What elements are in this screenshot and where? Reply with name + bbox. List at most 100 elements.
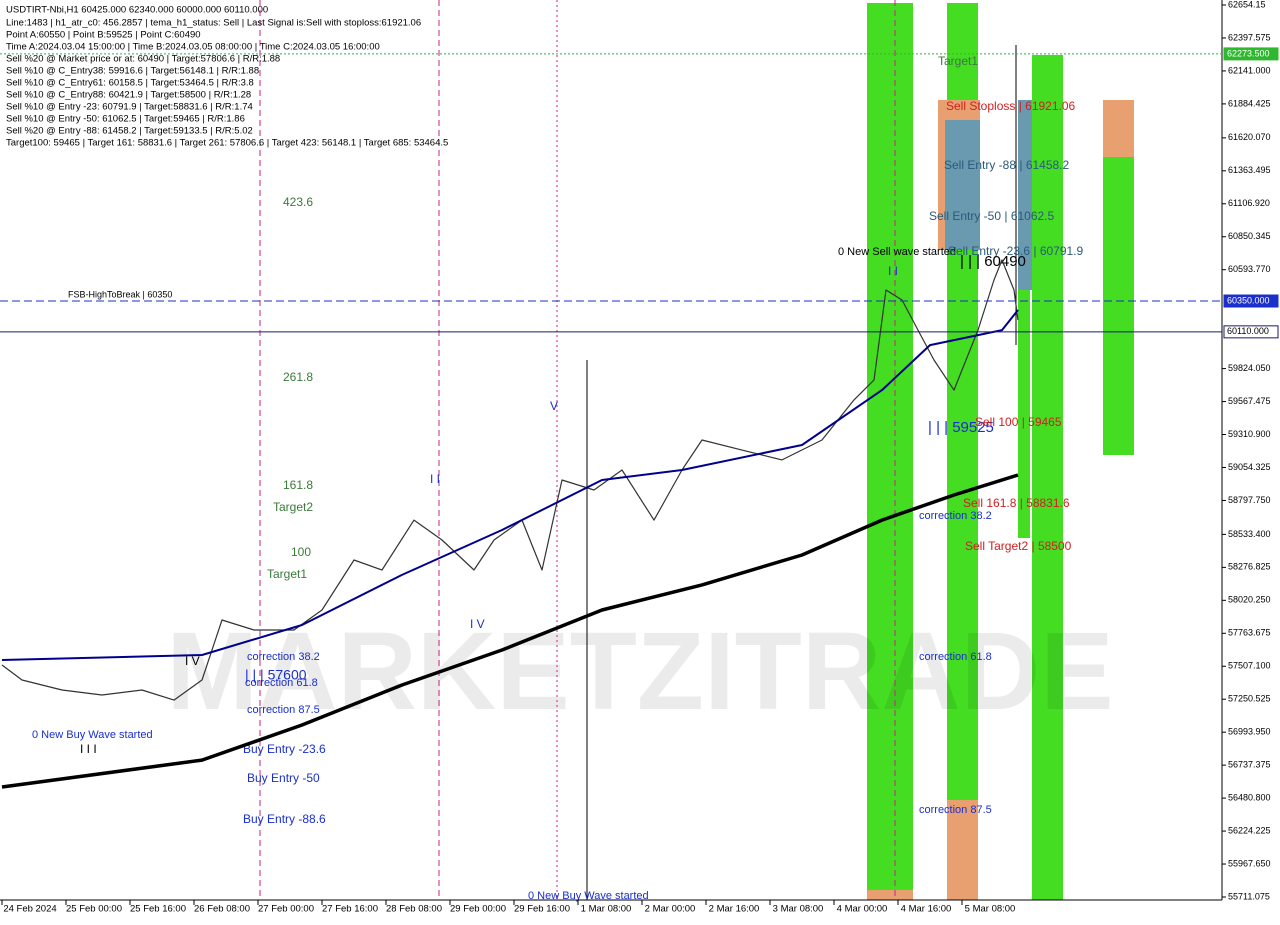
header-line: Sell %10 @ C_Entry88: 60421.9 | Target:5…	[6, 90, 251, 101]
annotation: Sell Entry -88 | 61458.2	[944, 158, 1070, 172]
zone	[945, 120, 980, 250]
watermark: MARKETZITRADE	[166, 610, 1113, 733]
y-tick-label: 57507.100	[1228, 661, 1271, 671]
y-tick-label: 57250.525	[1228, 694, 1271, 704]
y-tick-label: 58276.825	[1228, 562, 1271, 572]
y-tick-label: 61884.425	[1228, 98, 1271, 108]
zone	[947, 800, 978, 900]
annotation: Sell 100 | 59465	[975, 415, 1062, 429]
annotation: 0 New Buy Wave started	[32, 729, 153, 741]
annotation: 261.8	[283, 370, 313, 384]
x-tick-label: 2 Mar 00:00	[645, 904, 696, 915]
x-tick-label: 27 Feb 00:00	[258, 904, 314, 915]
y-tick-label: 62654.15	[1228, 0, 1266, 9]
header-line: Sell %10 @ Entry -23: 60791.9 | Target:5…	[6, 102, 253, 113]
header-line: Sell %20 @ Entry -88: 61458.2 | Target:5…	[6, 126, 253, 137]
y-tick-label: 57763.675	[1228, 628, 1271, 638]
annotation: V	[550, 399, 558, 413]
y-tick-label: 58533.400	[1228, 529, 1271, 539]
y-tick-label: 60593.770	[1228, 264, 1271, 274]
annotation: 100	[291, 545, 311, 559]
annotation: I V	[185, 654, 200, 668]
annotation: FSB-HighToBreak | 60350	[68, 289, 172, 299]
zone	[1032, 55, 1063, 900]
y-tick-label: 62141.000	[1228, 65, 1271, 75]
annotation: correction 87.5	[919, 804, 992, 816]
annotation: | | | 60490	[960, 253, 1026, 270]
price-line	[1, 259, 1019, 701]
y-tick-label: 56737.375	[1228, 760, 1271, 770]
annotation: Target1	[267, 567, 307, 581]
level-box	[1223, 325, 1279, 339]
vlines	[259, 0, 1017, 900]
zone	[867, 890, 913, 900]
level-box	[1223, 294, 1279, 308]
zone	[1103, 157, 1134, 455]
x-tick-label: 1 Mar 08:00	[581, 904, 632, 915]
y-tick-label: 56224.225	[1228, 825, 1271, 835]
annotation: correction 38.2	[919, 510, 992, 522]
zone	[1103, 100, 1134, 157]
x-tick-label: 4 Mar 16:00	[901, 904, 952, 915]
price-line	[1, 473, 1019, 789]
price-line	[1, 309, 1019, 661]
annotation: correction 61.8	[919, 651, 992, 663]
annotation: 0 New Sell wave started	[838, 246, 956, 258]
y-tick-label: 55711.075	[1228, 891, 1270, 901]
y-tick-label: 58797.750	[1228, 495, 1271, 505]
header-line: Target100: 59465 | Target 161: 58831.6 |…	[6, 138, 448, 149]
annotation: 423.6	[283, 195, 313, 209]
x-tick-label: 24 Feb 2024	[3, 904, 56, 915]
header-line: Time A:2024.03.04 15:00:00 | Time B:2024…	[6, 42, 380, 53]
x-tick-label: 5 Mar 08:00	[965, 904, 1016, 915]
x-tick-label: 26 Feb 08:00	[194, 904, 250, 915]
y-tick-label: 55967.650	[1228, 858, 1271, 868]
annotation: | | | 59525	[928, 419, 994, 436]
annotation: Buy Entry -50	[247, 771, 320, 785]
y-tick-label: 59310.900	[1228, 429, 1271, 439]
zone	[867, 3, 913, 900]
x-tick-label: 3 Mar 08:00	[773, 904, 824, 915]
y-tick-label: 61106.920	[1228, 198, 1270, 208]
annotation: Sell 161.8 | 58831.6	[963, 496, 1070, 510]
header-line: Sell %10 @ Entry -50: 61062.5 | Target:5…	[6, 114, 245, 125]
header-line: Line:1483 | h1_atr_c0: 456.2857 | tema_h…	[6, 18, 421, 29]
y-tick-label: 61620.070	[1228, 132, 1271, 142]
zone	[1018, 290, 1030, 538]
annotation: Target1	[938, 54, 978, 68]
annotation: Buy Entry -88.6	[243, 812, 326, 826]
annotation: Sell Target2 | 58500	[965, 539, 1072, 553]
level-label: 62273.500	[1227, 48, 1270, 58]
annotation: Target2	[273, 500, 313, 514]
level-label: 60350.000	[1227, 295, 1270, 305]
annotation: Sell Entry -23.6 | 60791.9	[948, 244, 1084, 258]
y-tick-label: 56993.950	[1228, 727, 1271, 737]
annotation: Sell Stoploss | 61921.06	[946, 99, 1076, 113]
annotations: 423.6 261.8 161.8 Target2 100 Target1 Ta…	[32, 54, 1084, 902]
annotation: I I	[888, 264, 898, 278]
y-tick-label: 60850.345	[1228, 231, 1271, 241]
y-tick-label: 62397.575	[1228, 32, 1271, 42]
x-tick-label: 28 Feb 08:00	[386, 904, 442, 915]
annotation: I I I	[80, 742, 97, 756]
header-line: Sell %20 @ Market price or at: 60490 | T…	[6, 54, 280, 65]
y-tick-label: 59824.050	[1228, 363, 1271, 373]
header-title: USDTIRT-Nbi,H1 60425.000 62340.000 60000…	[6, 5, 268, 16]
y-tick-label: 59567.475	[1228, 396, 1271, 406]
annotation: I V	[470, 617, 485, 631]
level-box	[1223, 47, 1279, 61]
annotation: Sell Entry -50 | 61062.5	[929, 209, 1055, 223]
header-line: Sell %10 @ C_Entry38: 59916.6 | Target:5…	[6, 66, 259, 77]
x-tick-label: 27 Feb 16:00	[322, 904, 378, 915]
y-tick-label: 61363.495	[1228, 165, 1271, 175]
annotation: | | | 57600	[245, 667, 307, 683]
zones	[867, 3, 1134, 900]
annotation: 161.8	[283, 478, 313, 492]
x-tick-label: 29 Feb 16:00	[514, 904, 570, 915]
header: Line:1483 | h1_atr_c0: 456.2857 | tema_h…	[6, 18, 448, 149]
annotation: I I	[430, 472, 440, 486]
annotation: Buy Entry -23.6	[243, 742, 326, 756]
annotation: 0 New Buy Wave started	[528, 890, 649, 902]
x-tick-label: 29 Feb 00:00	[450, 904, 506, 915]
